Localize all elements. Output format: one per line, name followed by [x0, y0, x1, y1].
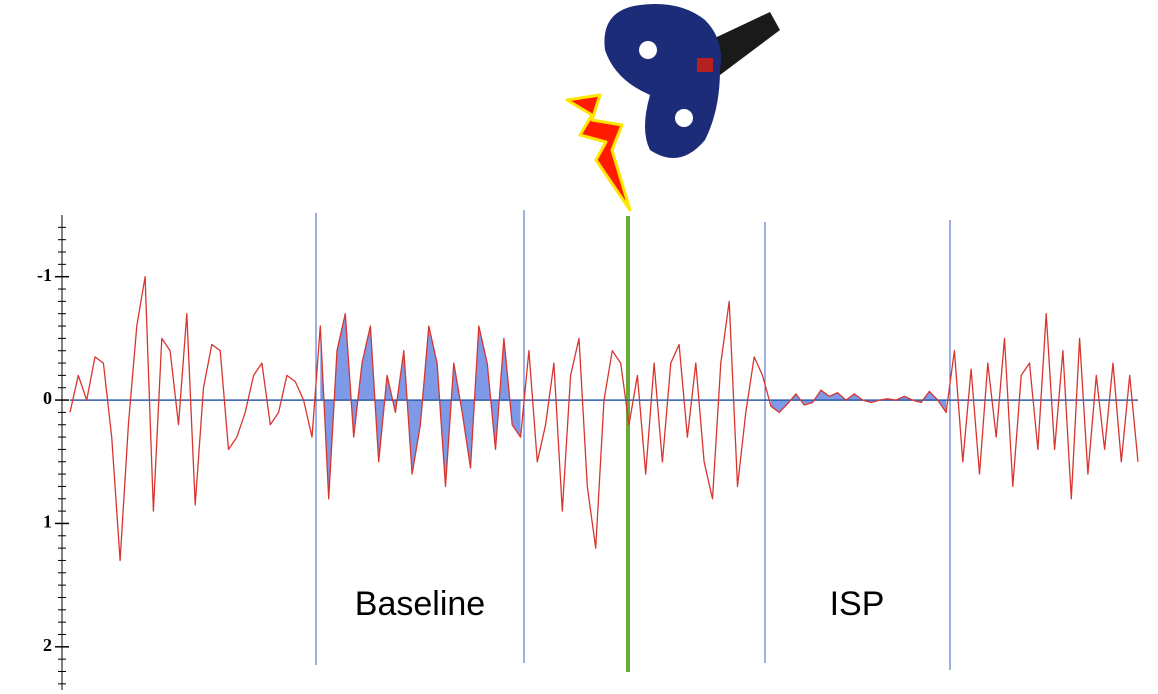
annotation: Baseline: [355, 585, 485, 623]
stimulator-icon: [604, 4, 780, 158]
y-tick-label: 2: [43, 635, 52, 655]
y-tick-label: -1: [37, 265, 52, 285]
annotation: ISP: [830, 585, 885, 623]
filled-area: [770, 390, 947, 413]
trace: [69, 276, 1139, 562]
lightning-icon: [565, 93, 632, 212]
y-tick-label: 0: [43, 388, 52, 408]
axis-text: Baseline ISP: [355, 585, 885, 623]
filled-area: [320, 313, 521, 499]
y-tick-label: 1: [43, 512, 52, 532]
